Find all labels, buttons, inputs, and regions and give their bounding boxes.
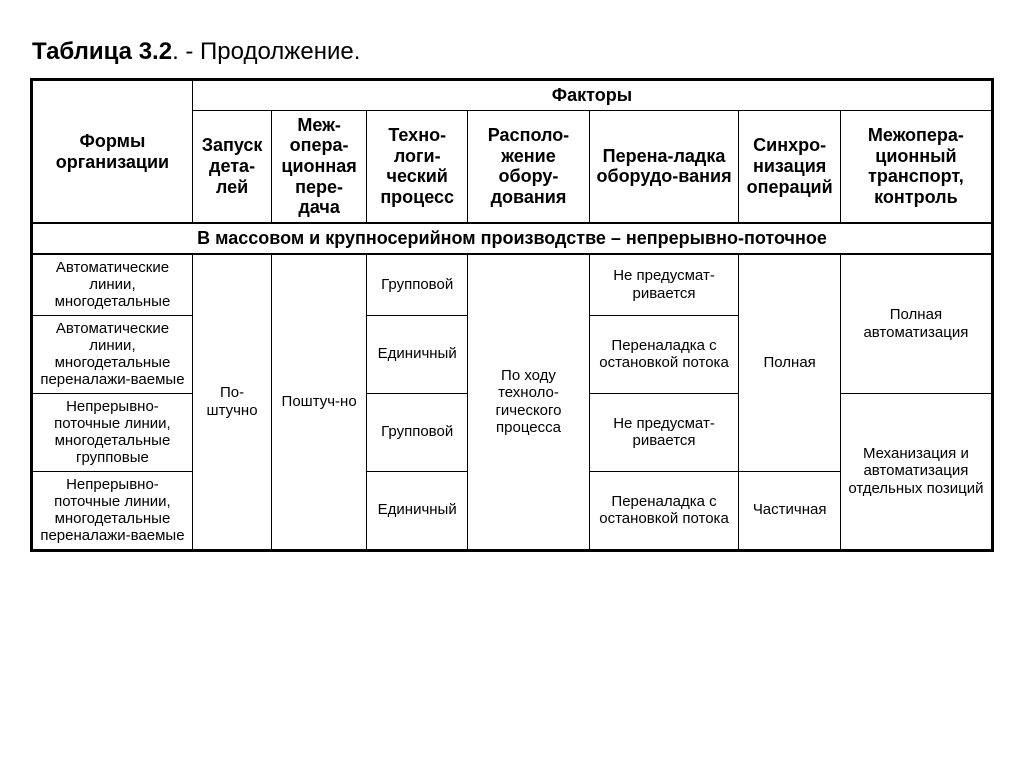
cell-tech-3: Групповой [367, 393, 468, 471]
section-heading: В массовом и крупносерийном производстве… [32, 223, 993, 254]
col-transport: Межопера-ционный транспорт, контроль [840, 110, 992, 223]
col-sync: Синхро-низация операций [739, 110, 840, 223]
col-retool: Перена-ладка оборудо-вания [589, 110, 739, 223]
row3-name: Непрерывно-поточные линии, многодетальны… [32, 393, 193, 471]
cell-layout: По ходу техноло-гического процесса [468, 254, 589, 550]
cell-tech-2: Единичный [367, 315, 468, 393]
col-layout: Располо-жение обору-дования [468, 110, 589, 223]
col-tech: Техно-логи-ческий процесс [367, 110, 468, 223]
cell-sync-full: Полная [739, 254, 840, 471]
cell-tech-4: Единичный [367, 471, 468, 550]
row1-name: Автоматические линии, многодетальные [32, 254, 193, 315]
cell-sync-partial: Частичная [739, 471, 840, 550]
cell-transfer: Поштуч-но [272, 254, 367, 550]
caption-number: Таблица 3.2 [32, 38, 172, 65]
col-launch: Запуск дета-лей [192, 110, 271, 223]
cell-transport-mech: Механизация и автоматизация отдельных по… [840, 393, 992, 550]
col-transfer: Меж-опера-ционная пере-дача [272, 110, 367, 223]
row4-name: Непрерывно-поточные линии, многодетальны… [32, 471, 193, 550]
cell-transport-auto: Полная автоматизация [840, 254, 992, 393]
cell-retool-4: Переналадка с остановкой потока [589, 471, 739, 550]
cell-tech-1: Групповой [367, 254, 468, 315]
factors-table: Формы организации Факторы Запуск дета-ле… [30, 78, 994, 552]
cell-launch: По-штучно [192, 254, 271, 550]
col-forms: Формы организации [32, 80, 193, 224]
cell-retool-1: Не предусмат-ривается [589, 254, 739, 315]
cell-retool-2: Переналадка с остановкой потока [589, 315, 739, 393]
caption-rest: . - Продолжение. [172, 38, 360, 65]
table-caption: Таблица 3.2. - Продолжение. [32, 38, 994, 66]
row2-name: Автоматические линии, многодетальные пер… [32, 315, 193, 393]
col-factors: Факторы [192, 80, 992, 111]
cell-retool-3: Не предусмат-ривается [589, 393, 739, 471]
